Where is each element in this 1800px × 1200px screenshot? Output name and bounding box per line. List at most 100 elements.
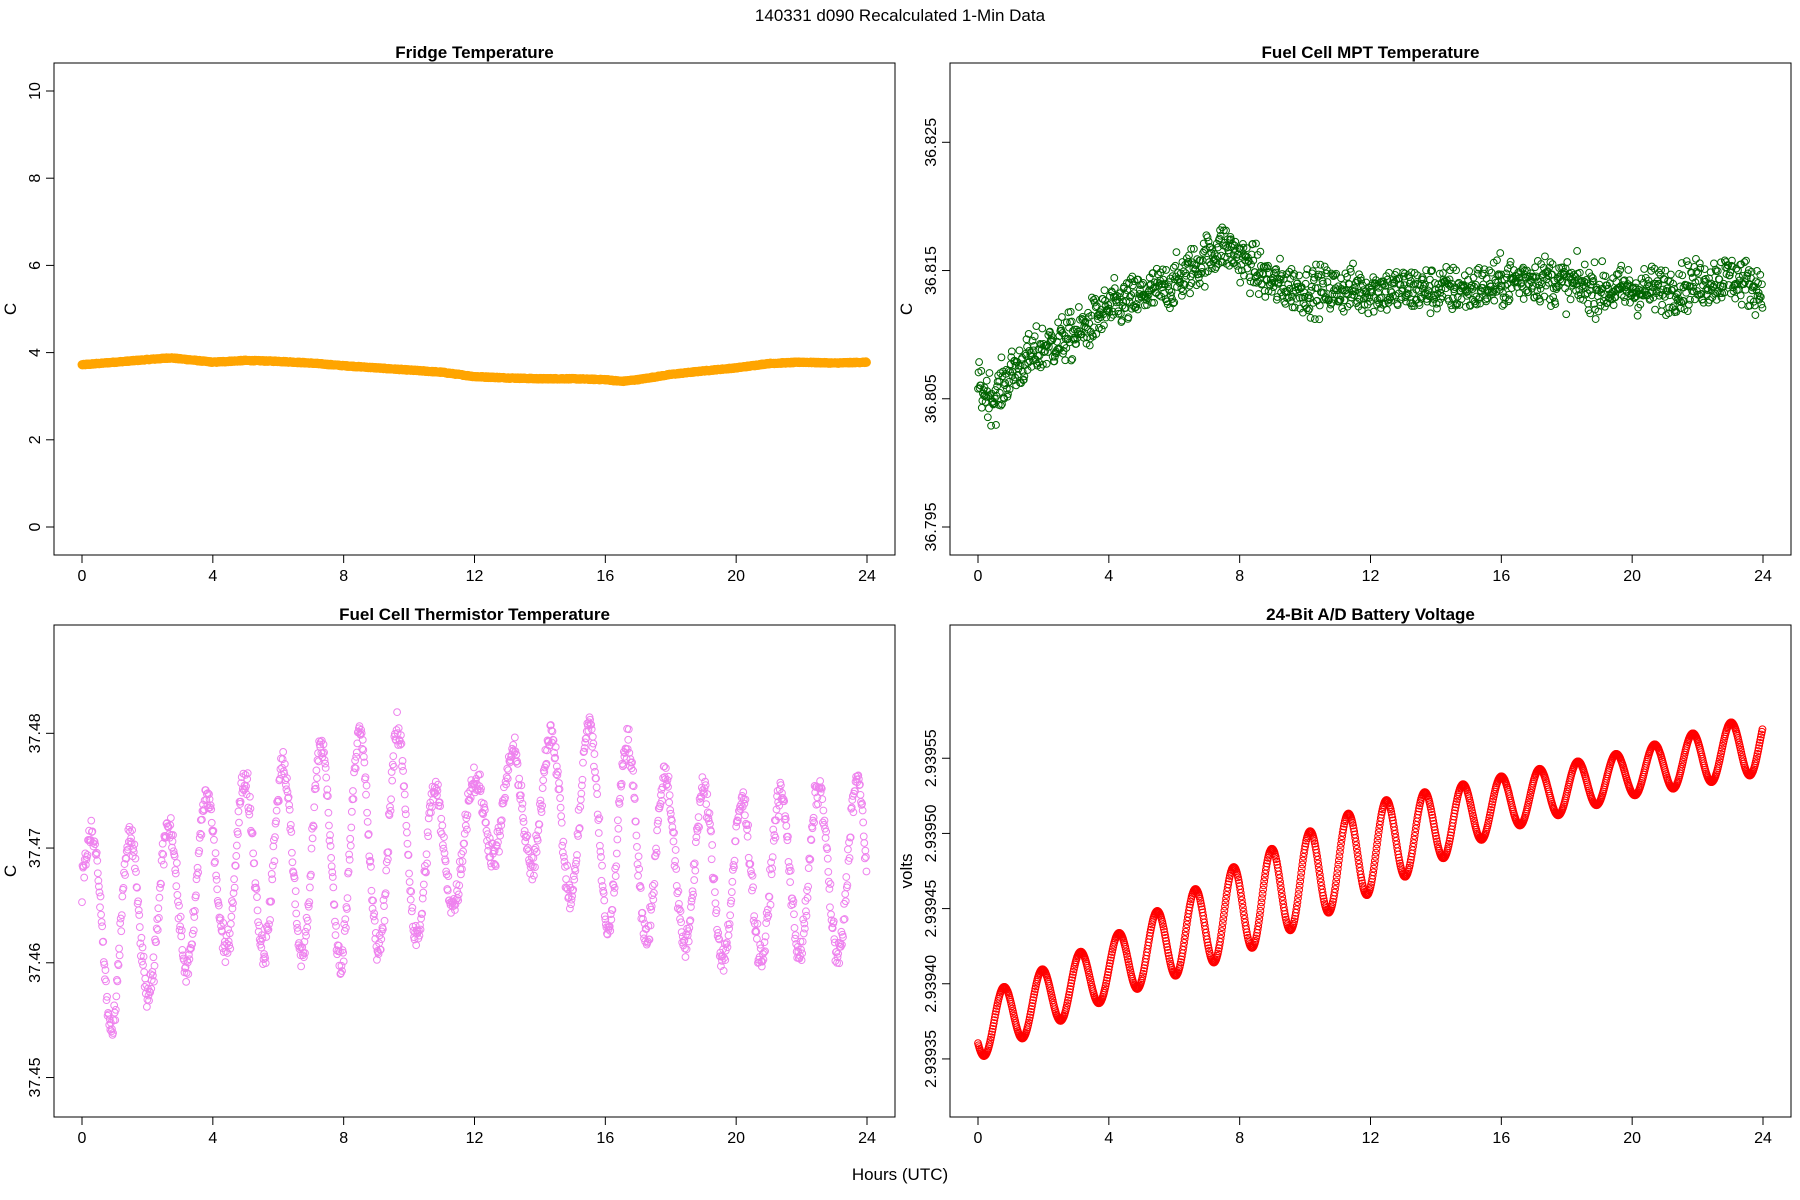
data-point (649, 895, 658, 904)
x-tick-label: 16 (596, 1130, 614, 1147)
y-tick-label: 0 (27, 522, 44, 531)
data-point (253, 893, 261, 901)
data-point (291, 887, 300, 896)
data-point (841, 890, 850, 898)
data-point (262, 933, 271, 941)
x-tick-label: 4 (208, 568, 217, 585)
data-point (648, 891, 657, 900)
data-point (665, 798, 674, 807)
data-point (1591, 315, 1600, 323)
x-tick-label: 16 (1492, 568, 1510, 585)
data-point (559, 837, 568, 846)
data-point (302, 931, 310, 940)
data-point (1110, 273, 1119, 282)
data-point (1490, 296, 1499, 305)
data-point (730, 856, 739, 865)
data-point (313, 774, 321, 783)
data-point (782, 821, 791, 830)
x-tick-label: 20 (727, 568, 745, 585)
data-point (671, 857, 680, 865)
data-point (1590, 258, 1599, 267)
data-point (681, 953, 690, 961)
data-point (826, 880, 835, 888)
data-point (1426, 275, 1434, 284)
data-point (1172, 248, 1181, 257)
y-tick-label: 2.93955 (923, 729, 940, 787)
data-point (648, 881, 657, 890)
data-point (234, 807, 243, 816)
data-point (1186, 289, 1194, 298)
data-point (135, 923, 144, 931)
x-tick-label: 24 (858, 568, 876, 585)
data-point (126, 827, 134, 836)
data-point (997, 353, 1006, 362)
data-point (150, 961, 159, 970)
data-point (711, 899, 720, 908)
data-point (286, 820, 295, 829)
x-axis-label: Hours (UTC) (851, 1165, 949, 1184)
x-tick-label: 4 (1104, 568, 1113, 585)
data-point (1736, 291, 1745, 300)
y-tick-label: 36.825 (923, 118, 940, 167)
data-point (1692, 254, 1700, 263)
data-point (1541, 252, 1549, 261)
data-point (380, 916, 389, 925)
data-point (440, 849, 449, 858)
data-point (824, 867, 833, 876)
data-point (406, 895, 415, 904)
data-point (1566, 295, 1575, 304)
data-point (322, 773, 331, 782)
y-tick-label: 2.93945 (923, 880, 940, 938)
data-point (327, 854, 336, 862)
data-point (515, 774, 524, 783)
data-point (253, 906, 262, 915)
y-tick-label: 6 (27, 261, 44, 270)
data-point (579, 758, 587, 767)
data-point (213, 885, 222, 894)
data-point (172, 859, 181, 867)
data-point (528, 875, 537, 884)
data-point (312, 766, 321, 775)
data-point (1165, 304, 1174, 313)
data-point (825, 885, 834, 893)
data-point (331, 917, 339, 926)
data-point (370, 916, 379, 925)
data-point (588, 732, 597, 741)
data-point (394, 724, 403, 733)
x-tick-label: 12 (466, 568, 484, 585)
data-point (403, 839, 412, 848)
x-tick-label: 20 (1623, 1130, 1641, 1147)
y-axis-label: C (897, 303, 916, 315)
data-point (824, 877, 833, 886)
data-point (235, 818, 243, 827)
data-point (1547, 302, 1555, 310)
data-point (268, 861, 277, 870)
data-point (343, 894, 352, 903)
data-point (399, 767, 407, 775)
data-point (211, 849, 220, 857)
x-tick-label: 16 (1492, 1130, 1510, 1147)
data-point (1038, 324, 1047, 333)
data-point (612, 849, 621, 858)
data-point (272, 806, 281, 815)
data-point (861, 357, 871, 367)
data-point (1751, 311, 1760, 319)
data-point (708, 841, 717, 849)
data-point (1737, 300, 1746, 309)
data-point (665, 791, 674, 800)
data-point (422, 850, 431, 859)
x-tick-label: 0 (78, 1130, 87, 1147)
data-point (649, 889, 658, 897)
data-point (292, 909, 301, 918)
data-point (1177, 291, 1186, 300)
data-point (1651, 305, 1659, 314)
data-point (112, 992, 121, 1001)
data-point (230, 875, 238, 884)
data-point (382, 866, 391, 875)
data-point (149, 953, 158, 962)
data-point (405, 878, 414, 886)
data-point (826, 903, 834, 912)
data-point (842, 873, 851, 881)
data-point (291, 900, 300, 909)
data-point (154, 913, 163, 922)
